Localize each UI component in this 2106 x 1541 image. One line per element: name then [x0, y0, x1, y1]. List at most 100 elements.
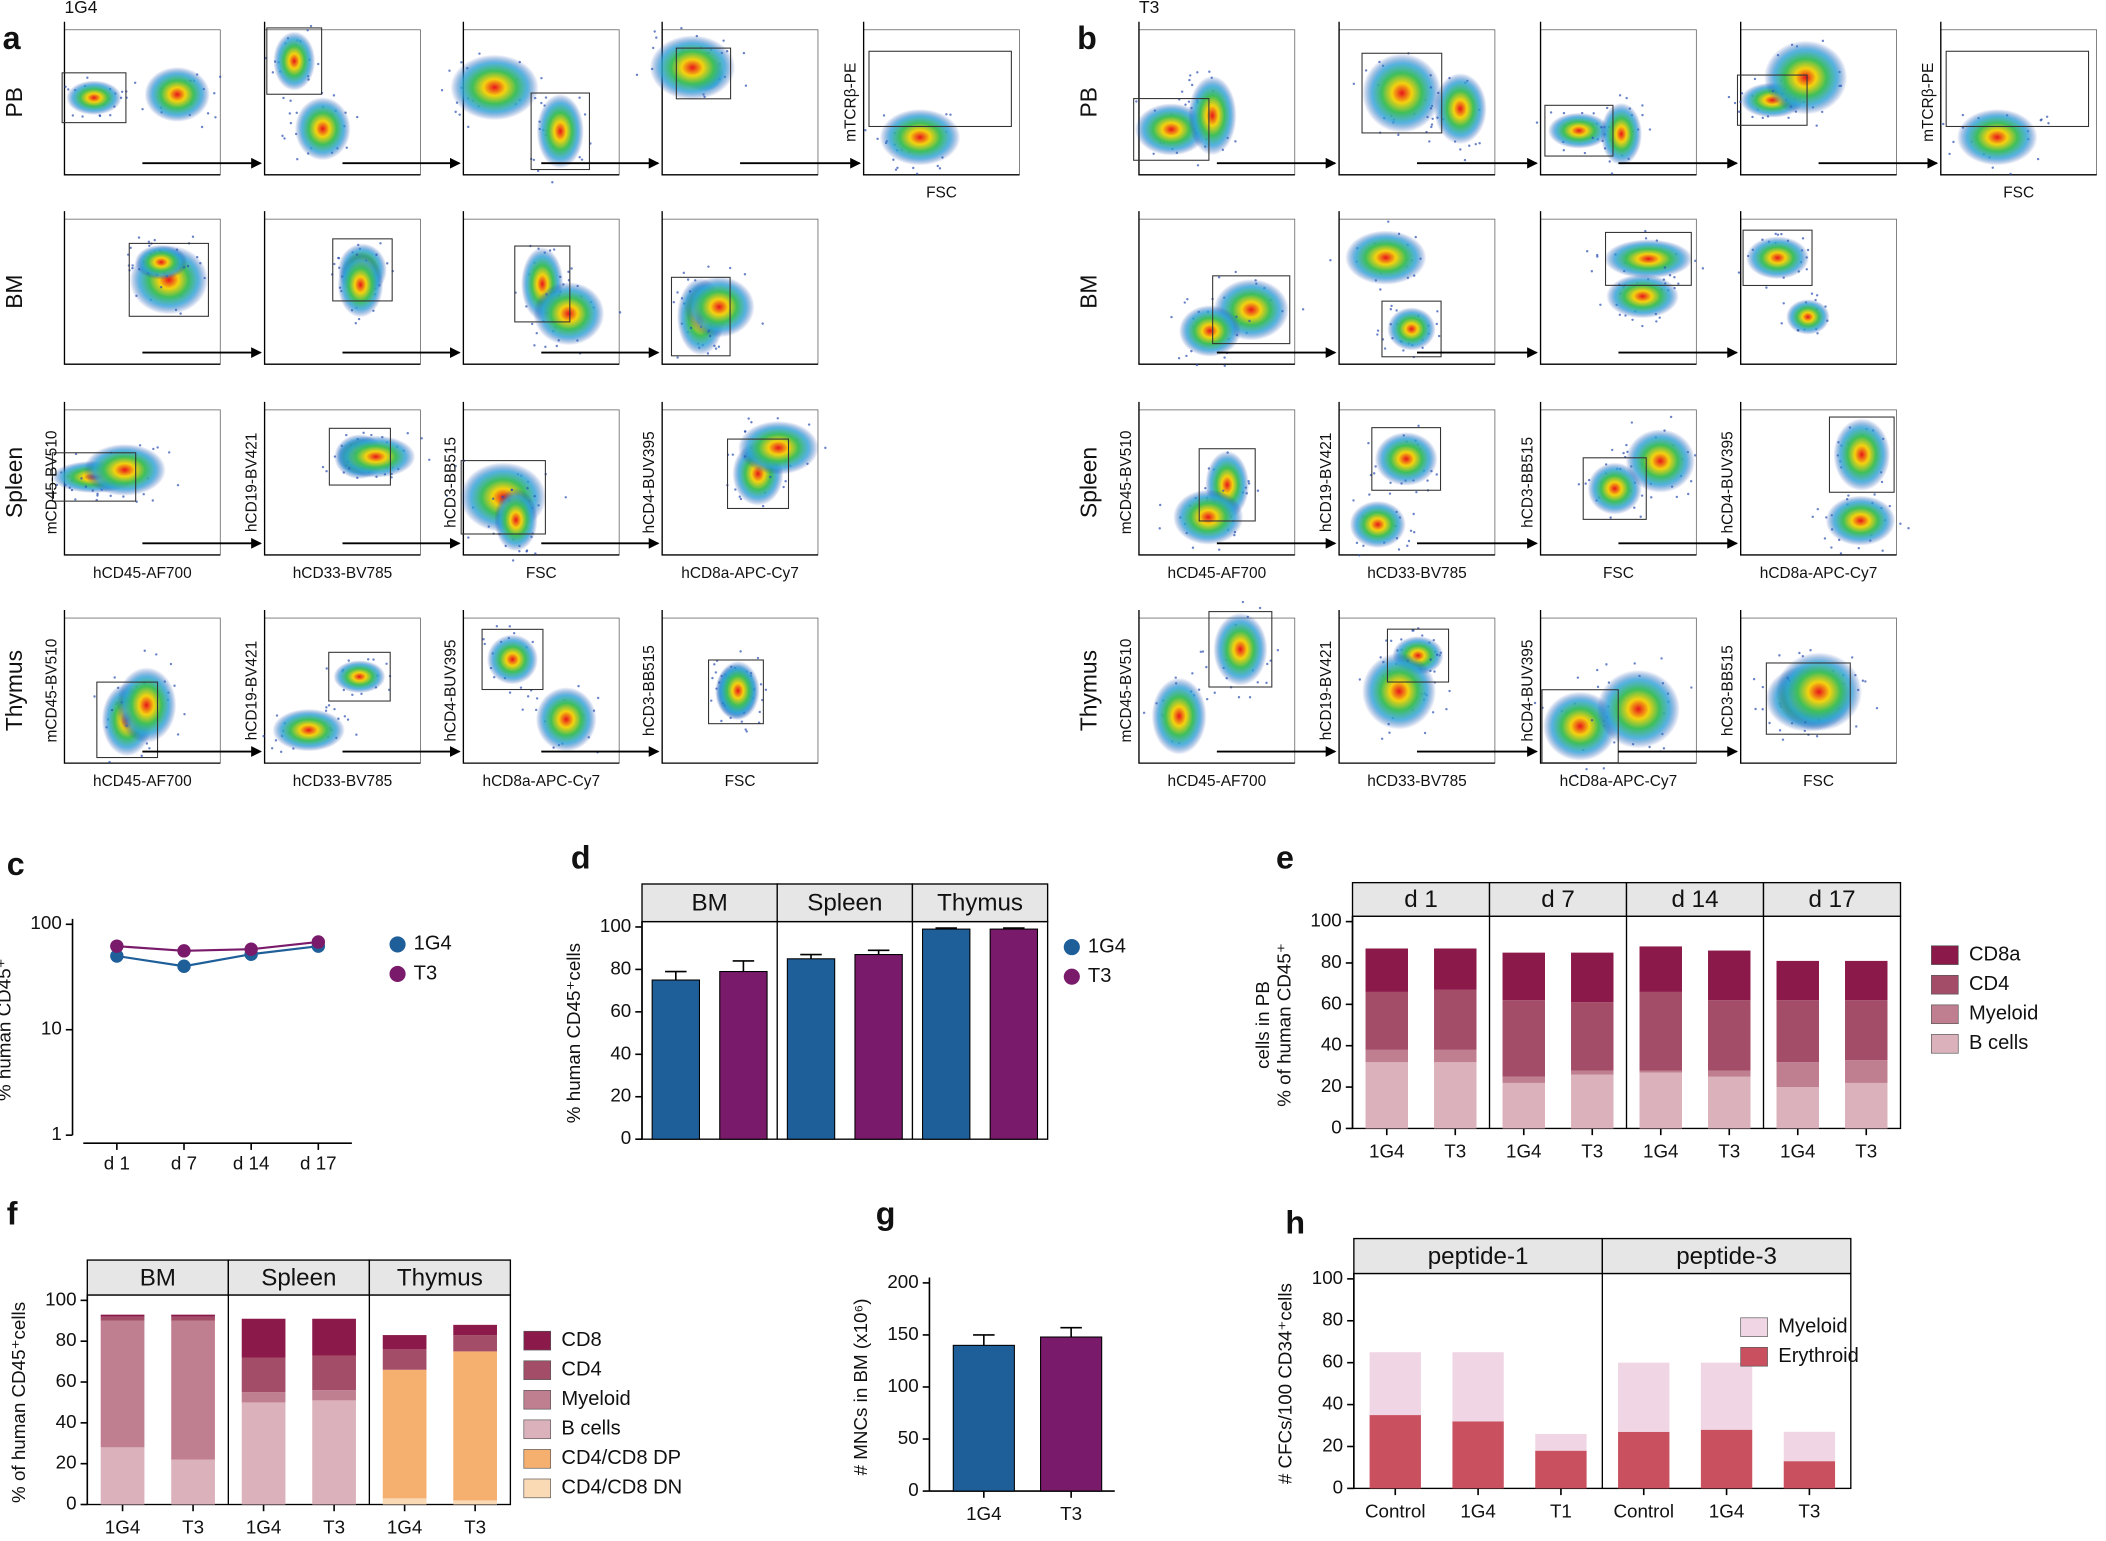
legend-label: Erythroid	[1778, 1345, 1859, 1367]
bar-segment	[1365, 1062, 1408, 1129]
density-blob	[1775, 652, 1863, 732]
gate	[1541, 689, 1619, 764]
density-dot	[731, 453, 735, 456]
density-dot	[448, 69, 451, 72]
y-axis-label: # CFCs/100 CD34⁺cells	[1275, 1283, 1296, 1484]
plot-axes	[263, 401, 421, 556]
density-dot	[1686, 492, 1690, 496]
density-dot	[1409, 529, 1413, 532]
legend-label: CD4/CD8 DN	[561, 1477, 682, 1499]
density-dot	[739, 497, 743, 501]
plot-axes	[1539, 401, 1697, 556]
density-dot	[1737, 271, 1741, 274]
bar-segment	[382, 1349, 427, 1370]
density-dot	[351, 693, 354, 697]
density-dot	[1641, 104, 1644, 107]
density-dot	[1991, 166, 1994, 169]
density-dot	[1329, 259, 1332, 262]
density-dot	[1847, 494, 1850, 497]
panel-letter: e	[1276, 839, 1294, 875]
density-dot	[271, 71, 275, 74]
x-axis-label: hCD8a-APC-Cy7	[1760, 565, 1878, 582]
density-dot	[1358, 554, 1361, 557]
gate	[1604, 231, 1692, 286]
density-dot	[1622, 451, 1625, 455]
plot-axes	[1740, 21, 1897, 176]
y-axis-label: mTCRβ-PE	[843, 63, 860, 142]
density-dot	[214, 116, 217, 119]
density-dot	[1781, 738, 1785, 741]
density-dot	[892, 158, 895, 161]
y-tick-label: 10	[41, 1018, 62, 1039]
density-dot	[129, 246, 132, 250]
density-dot	[357, 317, 361, 321]
plot-axes	[1740, 401, 1897, 556]
density-blob	[1387, 307, 1436, 351]
density-dot	[281, 134, 284, 138]
density-dot	[2036, 157, 2040, 161]
density-dot	[1435, 322, 1438, 326]
y-tick-label: 20	[610, 1085, 631, 1106]
density-dot	[1445, 707, 1448, 711]
row-label: BM	[1, 275, 27, 309]
density-dot	[454, 464, 457, 468]
density-dot	[945, 113, 948, 116]
bar-segment	[1708, 950, 1751, 1001]
density-dot	[525, 549, 529, 552]
density-dot	[1618, 313, 1622, 317]
y-axis-label: % of human CD45⁺cells	[8, 1302, 29, 1503]
density-dot	[1185, 354, 1188, 358]
plot-axes	[63, 609, 221, 764]
row-label: PB	[1076, 87, 1102, 117]
y-tick-label: 100	[30, 912, 61, 933]
x-tick-label: 1G4	[246, 1517, 282, 1538]
density-dot	[1595, 253, 1599, 257]
bar-segment	[1700, 1429, 1753, 1489]
density-dot	[722, 39, 725, 42]
density-dot	[218, 75, 222, 79]
bar	[952, 1344, 1015, 1492]
plot-axes	[263, 21, 421, 176]
bar-segment	[171, 1316, 215, 1321]
gate	[1742, 229, 1813, 287]
density-dot	[1187, 100, 1191, 103]
bar-segment	[1700, 1362, 1753, 1430]
density-dot	[176, 733, 180, 736]
legend-marker	[1063, 968, 1080, 985]
gate	[1361, 52, 1443, 134]
density-dot	[1397, 133, 1400, 137]
bar	[786, 958, 836, 1140]
y-axis-label: hCD4-BUV395	[1520, 640, 1537, 742]
gate	[708, 659, 764, 725]
density-dot	[482, 638, 485, 641]
density-dot	[67, 88, 70, 91]
density-dot	[1355, 541, 1359, 545]
density-dot	[1780, 322, 1783, 325]
density-dot	[1429, 107, 1433, 110]
gate	[1945, 50, 2090, 128]
bar-segment	[1639, 946, 1682, 992]
density-dot	[186, 264, 190, 268]
y-tick-label: 0	[1331, 1116, 1341, 1137]
density-dot	[1367, 441, 1370, 445]
density-dot	[2045, 115, 2049, 118]
density-dot	[1850, 656, 1854, 659]
gate	[128, 242, 209, 317]
density-dot	[1372, 472, 1376, 475]
density-dot	[1776, 233, 1780, 236]
density-dot	[1641, 324, 1644, 328]
density-dot	[1448, 689, 1451, 693]
bar	[1040, 1336, 1103, 1492]
gate	[726, 438, 790, 510]
density-dot	[512, 631, 516, 635]
bar-segment	[1369, 1352, 1421, 1416]
panel-letter: c	[7, 846, 25, 882]
bar-segment	[382, 1335, 427, 1350]
bar-segment	[1783, 1431, 1836, 1462]
density-dot	[534, 708, 538, 712]
x-axis-label: FSC	[926, 185, 957, 202]
density-dot	[74, 498, 77, 501]
density-dot	[1823, 537, 1827, 540]
density-dot	[1364, 69, 1368, 72]
density-dot	[570, 267, 573, 270]
